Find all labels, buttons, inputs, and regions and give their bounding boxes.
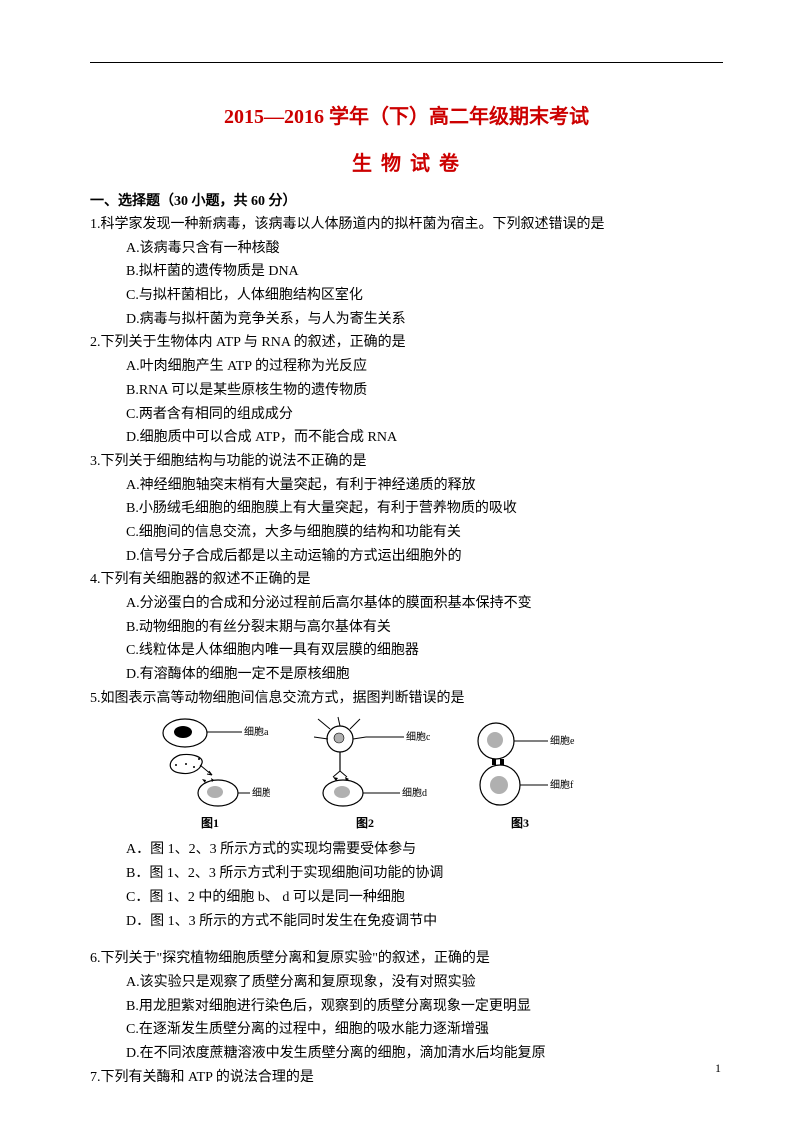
q3-opt-d: D.信号分子合成后都是以主动运输的方式运出细胞外的 bbox=[126, 546, 723, 568]
q4-opt-b: B.动物细胞的有丝分裂末期与高尔基体有关 bbox=[126, 617, 723, 639]
q5-opt-a: A．图 1、2、3 所示方式的实现均需要受体参与 bbox=[126, 839, 723, 861]
q1-stem: 1.科学家发现一种新病毒，该病毒以人体肠道内的拟杆菌为宿主。下列叙述错误的是 bbox=[90, 214, 723, 236]
q7-stem: 7.下列有关酶和 ATP 的说法合理的是 bbox=[90, 1067, 723, 1089]
fig2-caption: 图2 bbox=[356, 814, 374, 831]
q6-stem: 6.下列关于"探究植物细胞质壁分离和复原实验"的叙述，正确的是 bbox=[90, 948, 723, 970]
q3-opt-c: C.细胞间的信息交流，大多与细胞膜的结构和功能有关 bbox=[126, 522, 723, 544]
q6-opt-c: C.在逐渐发生质壁分离的过程中，细胞的吸水能力逐渐增强 bbox=[126, 1019, 723, 1041]
figure-1: 细胞a 细胞b 图1 bbox=[150, 715, 270, 831]
q2-stem: 2.下列关于生物体内 ATP 与 RNA 的叙述，正确的是 bbox=[90, 332, 723, 354]
q2-opt-a: A.叶肉细胞产生 ATP 的过程称为光反应 bbox=[126, 356, 723, 378]
q6-opt-d: D.在不同浓度蔗糖溶液中发生质壁分离的细胞，滴加清水后均能复原 bbox=[126, 1043, 723, 1065]
q6-opt-a: A.该实验只是观察了质壁分离和复原现象，没有对照实验 bbox=[126, 972, 723, 994]
q3-stem: 3.下列关于细胞结构与功能的说法不正确的是 bbox=[90, 451, 723, 473]
page-number: 1 bbox=[715, 1061, 721, 1076]
figure-3: 细胞e 细胞f 图3 bbox=[460, 715, 580, 831]
fig3-label-f: 细胞f bbox=[550, 778, 574, 791]
q4-stem: 4.下列有关细胞器的叙述不正确的是 bbox=[90, 569, 723, 591]
q1-opt-a: A.该病毒只含有一种核酸 bbox=[126, 238, 723, 260]
fig1-label-a: 细胞a bbox=[244, 725, 269, 738]
q1-opt-b: B.拟杆菌的遗传物质是 DNA bbox=[126, 261, 723, 283]
q5-opt-d: D．图 1、3 所示的方式不能同时发生在免疫调节中 bbox=[126, 911, 723, 933]
top-rule bbox=[90, 62, 723, 63]
q1-opt-c: C.与拟杆菌相比，人体细胞结构区室化 bbox=[126, 285, 723, 307]
q2-opt-d: D.细胞质中可以合成 ATP，而不能合成 RNA bbox=[126, 427, 723, 449]
fig3-caption: 图3 bbox=[511, 814, 529, 831]
q4-opt-d: D.有溶酶体的细胞一定不是原核细胞 bbox=[126, 664, 723, 686]
q2-opt-c: C.两者含有相同的组成成分 bbox=[126, 404, 723, 426]
q6-opt-b: B.用龙胆紫对细胞进行染色后，观察到的质壁分离现象一定更明显 bbox=[126, 996, 723, 1018]
fig2-label-d: 细胞d bbox=[402, 786, 427, 799]
exam-subtitle: 生 物 试 卷 bbox=[90, 147, 723, 176]
fig2-label-c: 细胞c bbox=[406, 730, 430, 743]
q2-opt-b: B.RNA 可以是某些原核生物的遗传物质 bbox=[126, 380, 723, 402]
q5-stem: 5.如图表示高等动物细胞间信息交流方式，据图判断错误的是 bbox=[90, 688, 723, 710]
q1-opt-d: D.病毒与拟杆菌为竞争关系，与人为寄生关系 bbox=[126, 309, 723, 331]
fig1-label-b: 细胞b bbox=[252, 786, 270, 799]
q4-opt-a: A.分泌蛋白的合成和分泌过程前后高尔基体的膜面积基本保持不变 bbox=[126, 593, 723, 615]
section-heading: 一、选择题（30 小题，共 60 分） bbox=[90, 190, 723, 210]
q4-opt-c: C.线粒体是人体细胞内唯一具有双层膜的细胞器 bbox=[126, 640, 723, 662]
q5-figure-row: 细胞a 细胞b 图1 bbox=[150, 715, 723, 831]
exam-title: 2015—2016 学年（下）高二年级期末考试 bbox=[90, 100, 723, 129]
q3-opt-a: A.神经细胞轴突末梢有大量突起，有利于神经递质的释放 bbox=[126, 475, 723, 497]
figure-2: 细胞c 细胞d 图2 bbox=[300, 715, 430, 831]
q5-opt-b: B．图 1、2、3 所示方式利于实现细胞间功能的协调 bbox=[126, 863, 723, 885]
q3-opt-b: B.小肠绒毛细胞的细胞膜上有大量突起，有利于营养物质的吸收 bbox=[126, 498, 723, 520]
q5-opt-c: C．图 1、2 中的细胞 b、 d 可以是同一种细胞 bbox=[126, 887, 723, 909]
fig3-label-e: 细胞e bbox=[550, 734, 575, 747]
fig1-caption: 图1 bbox=[201, 814, 219, 831]
